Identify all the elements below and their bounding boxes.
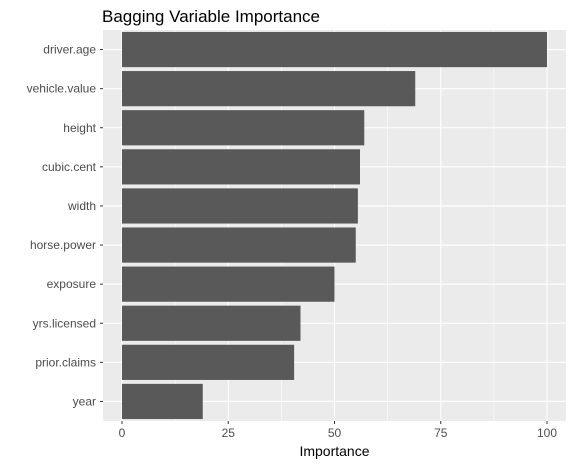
- x-tick-label: 75: [434, 426, 448, 440]
- y-tick-label: height: [63, 121, 96, 135]
- y-axis: driver.age vehicle.value height cubic.cent w…: [27, 43, 103, 408]
- chart-title: Bagging Variable Importance: [102, 7, 320, 26]
- x-axis-title: Importance: [299, 443, 369, 459]
- x-axis: 0 25 50 75 100: [119, 421, 557, 440]
- bar-horse.power: [122, 227, 356, 263]
- x-tick-label: 0: [119, 426, 126, 440]
- bar-height: [122, 110, 365, 146]
- bar-cubic.cent: [122, 149, 360, 185]
- y-tick-label: horse.power: [30, 238, 96, 252]
- bar-vehicle.value: [122, 71, 416, 107]
- bar-yrs.licensed: [122, 305, 301, 341]
- y-tick-label: yrs.licensed: [33, 316, 96, 330]
- y-tick-label: cubic.cent: [42, 160, 97, 174]
- x-tick-label: 50: [328, 426, 342, 440]
- y-tick-label: exposure: [47, 277, 97, 291]
- bar-prior.claims: [122, 344, 295, 380]
- bars: [122, 31, 547, 420]
- y-tick-label: prior.claims: [35, 355, 96, 369]
- bar-width: [122, 188, 358, 224]
- y-tick-label: driver.age: [43, 43, 96, 57]
- y-tick-label: width: [67, 199, 96, 213]
- bar-year: [122, 383, 203, 420]
- x-tick-label: 100: [537, 426, 557, 440]
- x-tick-label: 25: [222, 426, 236, 440]
- y-tick-label: vehicle.value: [27, 82, 97, 96]
- y-tick-label: year: [73, 394, 96, 408]
- bar-exposure: [122, 266, 335, 302]
- bar-driver.age: [122, 31, 547, 68]
